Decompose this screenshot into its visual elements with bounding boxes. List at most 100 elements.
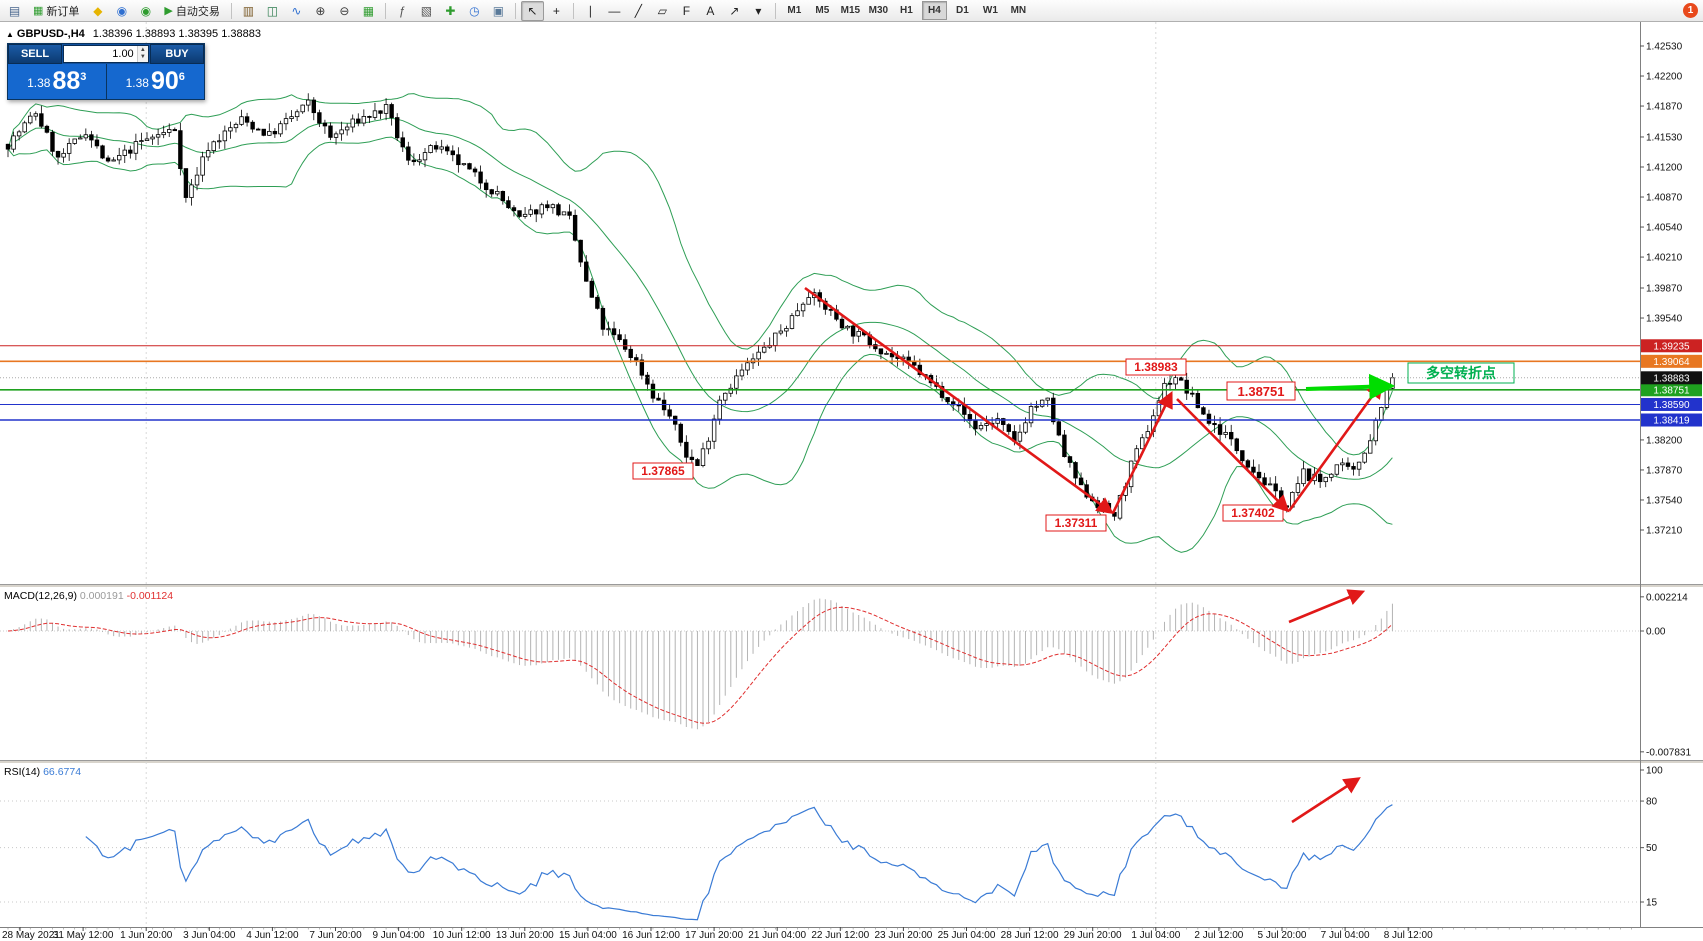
chart-symbol-line: ▲ GBPUSD-,H4 1.38396 1.38893 1.38395 1.388… xyxy=(6,28,261,40)
toolbar: ▤ ▦ 新订单 ◆ ◉ ◉ ▶ 自动交易 ▥ ◫ ∿ ⊕ ⊖ ▦ ƒ ▧ ✚ ◷ ▣ ↖ + ∣ ― ╱ ▱ F A ↗ ▾ M1 M5 M1… xyxy=(0,0,1703,22)
rsi-label: RSI(14) 66.6774 xyxy=(4,766,81,778)
screenshot-icon[interactable]: ▣ xyxy=(492,3,505,18)
volume-field: ▲ ▼ xyxy=(63,45,149,63)
volume-down-icon[interactable]: ▼ xyxy=(139,54,146,60)
toolbar-separator xyxy=(230,2,232,19)
svg-text:1.38419: 1.38419 xyxy=(1653,416,1690,427)
buy-button[interactable]: BUY xyxy=(150,44,204,64)
notification-badge[interactable]: 1 xyxy=(1683,3,1698,18)
svg-text:25 Jun 04:00: 25 Jun 04:00 xyxy=(938,930,996,941)
new-order-button[interactable]: ▦ 新订单 xyxy=(27,1,85,21)
svg-text:1.39064: 1.39064 xyxy=(1653,357,1690,368)
trendline-icon[interactable]: ╱ xyxy=(634,3,642,18)
svg-text:-0.007831: -0.007831 xyxy=(1646,747,1691,758)
red-trend-arrow xyxy=(1111,390,1173,514)
toolbar-separator xyxy=(572,2,574,19)
price-callout xyxy=(1045,514,1107,532)
autotrading-button-icon: ▶ xyxy=(164,5,173,17)
toolbar-separator xyxy=(774,2,776,19)
volume-input[interactable] xyxy=(64,46,137,62)
cursor-icon[interactable]: ↖ xyxy=(520,0,544,21)
timeframe-m1[interactable]: M1 xyxy=(787,5,802,16)
tile-windows-icon[interactable]: ▦ xyxy=(362,3,375,18)
price-callout xyxy=(1226,381,1296,401)
svg-text:1.37540: 1.37540 xyxy=(1646,495,1683,506)
svg-text:31 May 12:00: 31 May 12:00 xyxy=(53,930,114,941)
sell-button[interactable]: SELL xyxy=(8,44,62,64)
indicators-icon[interactable]: ƒ xyxy=(399,3,406,18)
market-watch-icon[interactable]: ◉ xyxy=(116,3,128,18)
svg-text:28 May 2021: 28 May 2021 xyxy=(2,930,60,941)
red-trend-arrow xyxy=(1291,777,1361,824)
svg-text:1.39235: 1.39235 xyxy=(1653,341,1690,352)
panel-separator xyxy=(0,584,1703,587)
timeframe-mn[interactable]: MN xyxy=(1010,5,1027,16)
svg-text:13 Jun 20:00: 13 Jun 20:00 xyxy=(496,930,554,941)
svg-text:1.37311: 1.37311 xyxy=(1055,516,1098,530)
svg-text:1.37402: 1.37402 xyxy=(1231,506,1275,520)
turning-point-label: 多空转折点 xyxy=(1426,365,1496,381)
line-chart-icon[interactable]: ∿ xyxy=(291,3,302,18)
svg-text:1.42200: 1.42200 xyxy=(1646,72,1683,83)
timeframe-m5[interactable]: M5 xyxy=(815,5,830,16)
svg-text:3 Jun 04:00: 3 Jun 04:00 xyxy=(183,930,236,941)
arrows-tool-icon[interactable]: ↗ xyxy=(729,3,740,18)
svg-text:1.41530: 1.41530 xyxy=(1646,132,1683,143)
vertical-line-icon[interactable]: ∣ xyxy=(587,3,594,18)
chart-canvas[interactable]: 1.42530 1.42200 1.41870 1.41530 1.41200 1.408… xyxy=(0,22,1703,941)
price-badge xyxy=(1641,413,1702,427)
text-tool-icon[interactable]: A xyxy=(706,3,715,18)
zoom-in-icon[interactable]: ⊕ xyxy=(315,3,326,18)
svg-text:1.37865: 1.37865 xyxy=(641,464,685,478)
timeframe-w1[interactable]: W1 xyxy=(982,5,998,16)
toolbar-separator xyxy=(384,2,386,19)
crosshair-icon[interactable]: + xyxy=(552,3,560,18)
svg-text:1.40210: 1.40210 xyxy=(1646,253,1683,264)
equidistant-channel-icon[interactable]: ▱ xyxy=(657,3,667,18)
timeframe-h1[interactable]: H1 xyxy=(899,5,913,16)
svg-text:1.38200: 1.38200 xyxy=(1646,435,1683,446)
price-badge xyxy=(1641,339,1702,353)
timeframe-h4[interactable]: H4 xyxy=(921,1,947,20)
new-chart-icon[interactable]: ✚ xyxy=(445,3,456,18)
annotations: 1.38983 1.38751 1.37865 1.37311 1.37402 多空转折点 xyxy=(632,358,1515,532)
candlestick-chart-icon[interactable]: ◫ xyxy=(266,3,279,18)
candles xyxy=(5,93,1395,521)
period-icon[interactable]: ◷ xyxy=(469,3,480,18)
collapse-panel-icon[interactable]: ▲ xyxy=(6,30,14,39)
timeframe-m15[interactable]: M15 xyxy=(840,5,861,16)
autotrading-button[interactable]: ▶ 自动交易 xyxy=(158,1,225,21)
fibonacci-icon[interactable]: F xyxy=(682,3,691,18)
timeframe-m30[interactable]: M30 xyxy=(868,5,889,16)
shapes-dropdown-icon[interactable]: ▾ xyxy=(755,3,762,18)
chart-window-icon[interactable]: ▤ xyxy=(8,3,21,18)
templates-icon[interactable]: ▧ xyxy=(420,3,433,18)
autotrading-button-label: 自动交易 xyxy=(175,5,220,18)
sell-price[interactable]: 1.38 88 3 xyxy=(8,64,106,99)
volume-up-icon[interactable]: ▲ xyxy=(139,47,146,54)
price-axis: 1.42530 1.42200 1.41870 1.41530 1.41200 1.408… xyxy=(1640,42,1683,537)
price-badge xyxy=(1641,371,1702,385)
chart-area: 1.42530 1.42200 1.41870 1.41530 1.41200 1.408… xyxy=(0,22,1703,941)
svg-text:1.38751: 1.38751 xyxy=(1653,385,1690,396)
timeframe-d1[interactable]: D1 xyxy=(955,5,969,16)
svg-text:15: 15 xyxy=(1646,898,1658,909)
new-order-button-label: 新订单 xyxy=(46,5,80,18)
navigator-icon[interactable]: ◉ xyxy=(140,3,152,18)
chart-ohlc: 1.38396 1.38893 1.38395 1.38883 xyxy=(92,28,261,40)
zoom-out-icon[interactable]: ⊖ xyxy=(339,3,350,18)
toolbar-separator xyxy=(514,2,516,19)
svg-text:100: 100 xyxy=(1646,766,1663,777)
trend-arrows xyxy=(804,286,1396,824)
price-badge xyxy=(1641,354,1702,368)
metaeditor-icon[interactable]: ◆ xyxy=(93,3,103,18)
horizontal-line-icon[interactable]: ― xyxy=(608,3,621,18)
bar-chart-icon[interactable]: ▥ xyxy=(242,3,255,18)
turning-point-box xyxy=(1407,362,1515,384)
macd-label: MACD(12,26,9) 0.000191 -0.001124 xyxy=(4,590,173,602)
svg-text:1.38751: 1.38751 xyxy=(1238,384,1285,399)
buy-price[interactable]: 1.38 90 6 xyxy=(107,64,205,99)
svg-text:21 Jun 04:00: 21 Jun 04:00 xyxy=(748,930,806,941)
